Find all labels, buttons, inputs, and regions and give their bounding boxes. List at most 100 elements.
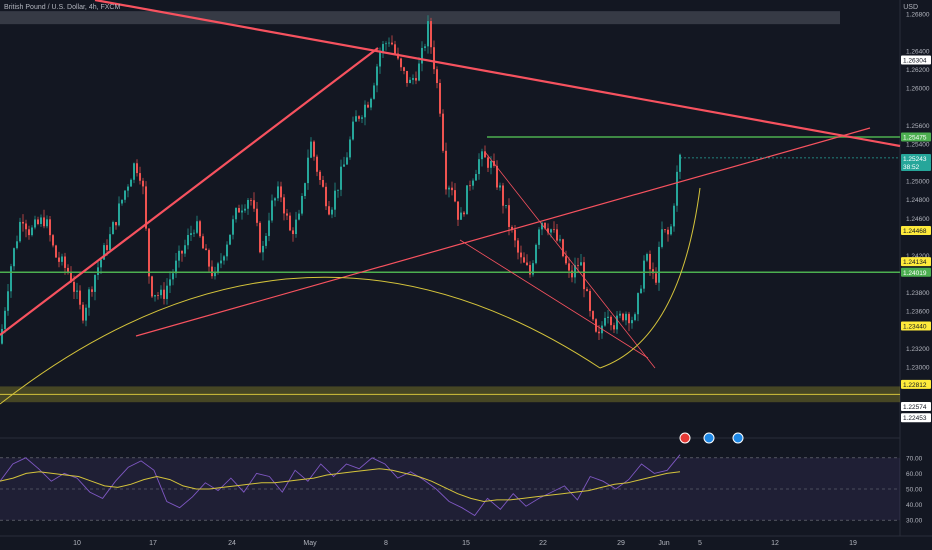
price-label-text: 1.22453 [903, 415, 927, 422]
price-label-tag [901, 162, 931, 172]
candle [280, 186, 282, 198]
candle [154, 295, 156, 297]
candle [472, 180, 474, 186]
candle [418, 63, 420, 81]
candle [253, 200, 255, 209]
candle [673, 205, 675, 227]
event-flag-icon [732, 432, 744, 444]
price-tick-label: 1.26200 [906, 67, 930, 74]
candle [577, 265, 579, 266]
candle [604, 317, 606, 326]
candle [130, 179, 132, 187]
candle [358, 116, 360, 119]
candle [412, 78, 414, 80]
rsi-tick-label: 60.00 [906, 471, 923, 478]
candle [439, 83, 441, 114]
candle [148, 228, 150, 277]
candle [337, 189, 339, 191]
candle [232, 219, 234, 235]
candle [235, 208, 237, 220]
price-label-text: 1.24019 [903, 270, 927, 277]
candle [532, 263, 534, 275]
rsi-ma-line [0, 468, 681, 503]
candle [655, 273, 657, 283]
price-tick-label: 1.24200 [906, 253, 930, 260]
candle [307, 157, 309, 184]
candle [475, 174, 477, 181]
candle [517, 240, 519, 253]
candle [394, 44, 396, 54]
candle [529, 265, 531, 275]
candle [568, 263, 570, 271]
price-tick-label: 1.26000 [906, 86, 930, 93]
candle [226, 244, 228, 257]
price-label-text: 38:52 [903, 164, 920, 171]
candle [679, 154, 681, 172]
candle [58, 257, 60, 262]
candle [316, 156, 318, 172]
candle [490, 161, 492, 168]
candle [424, 46, 426, 48]
candle [259, 222, 261, 253]
candle [184, 245, 186, 254]
candle [676, 171, 678, 206]
candle [409, 79, 411, 84]
candle [73, 281, 75, 292]
candle [355, 116, 357, 122]
candle [352, 121, 354, 140]
price-label-text: 1.24468 [903, 228, 927, 235]
descending-trendline [94, 0, 901, 148]
price-label-text: 1.24134 [903, 259, 927, 266]
arc-curve-left [0, 276, 601, 405]
candle [607, 316, 609, 318]
candle [136, 163, 138, 174]
candle [379, 51, 381, 67]
candle [262, 245, 264, 253]
candle [31, 227, 33, 236]
time-tick-label: 12 [771, 540, 779, 547]
candle [505, 205, 507, 206]
candle [592, 311, 594, 320]
candle [49, 219, 51, 236]
candle [616, 315, 618, 330]
candle [313, 141, 315, 157]
price-tick-label: 1.26800 [906, 11, 930, 18]
candle [340, 166, 342, 190]
candle [301, 196, 303, 214]
candle [298, 213, 300, 220]
candle [382, 44, 384, 52]
price-tick-label: 1.24600 [906, 216, 930, 223]
channel-upper-line [484, 151, 656, 369]
candle [142, 180, 144, 187]
price-label-tag [901, 55, 931, 65]
candle [217, 263, 219, 272]
rsi-tick-label: 30.00 [906, 518, 923, 525]
candle [193, 232, 195, 234]
candle [238, 208, 240, 213]
candle [70, 272, 72, 282]
candle [241, 210, 243, 213]
candle [43, 217, 45, 227]
event-flag-icon [703, 432, 715, 444]
time-tick-label: May [303, 540, 317, 547]
price-label-text: 1.22574 [903, 404, 927, 411]
candle [37, 219, 39, 225]
candle [553, 229, 555, 231]
rsi-tick-label: 70.00 [906, 455, 923, 462]
candle [523, 257, 525, 263]
price-tick-label: 1.24800 [906, 197, 930, 204]
candle [481, 151, 483, 160]
candle [115, 222, 117, 226]
symbol-title: British Pound / U.S. Dollar, 4h, FXCM [4, 4, 121, 11]
candle [145, 186, 147, 229]
candle [538, 229, 540, 245]
candle [643, 260, 645, 289]
candle [502, 185, 504, 206]
candle [91, 289, 93, 292]
zone-1 [0, 11, 840, 25]
candle [433, 47, 435, 70]
rising-support-line [135, 127, 871, 337]
candle [535, 244, 537, 264]
